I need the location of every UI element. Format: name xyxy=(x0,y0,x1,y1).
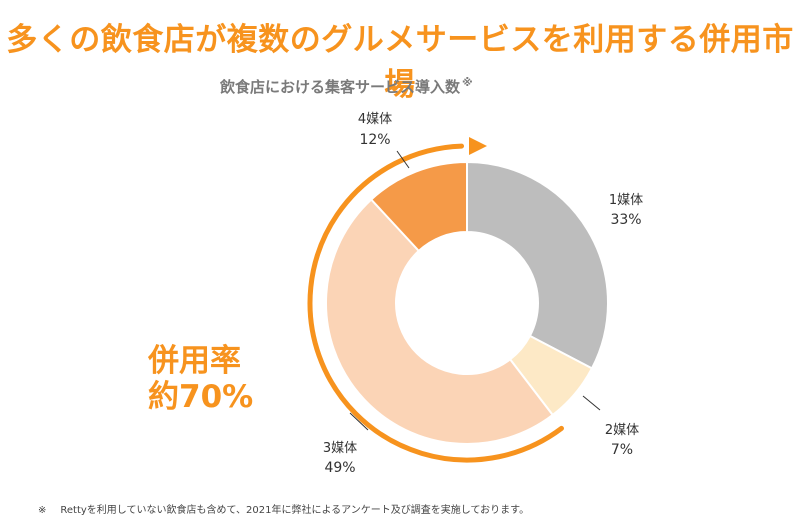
leader-line-2 xyxy=(582,395,601,411)
footnote-mark: ※ xyxy=(38,505,47,516)
leader-line-4 xyxy=(396,150,410,169)
slice-value-label-3: 49% xyxy=(324,460,355,476)
slice-value-label-1: 33% xyxy=(610,212,641,228)
slice-label-2: 2媒体 xyxy=(605,423,639,438)
usage-rate-value: 約70% xyxy=(148,379,254,415)
chart-title: 飲食店における集客サービス導入数 ※ xyxy=(220,76,473,97)
headline: 多くの飲食店が複数のグルメサービスを利用する併用市場 xyxy=(6,22,794,103)
footnote: ※ Rettyを利用していない飲食店も含めて、2021年に弊社によるアンケート及び… xyxy=(38,501,529,516)
slice-label-4: 4媒体 xyxy=(358,112,392,127)
chart-title-note-mark: ※ xyxy=(462,76,473,89)
usage-arc-arrowhead xyxy=(469,137,487,155)
donut-slice-1 xyxy=(466,160,609,370)
slice-label-3: 3媒体 xyxy=(323,441,357,456)
slice-value-label-2: 7% xyxy=(611,442,633,458)
chart-title-text: 飲食店における集客サービス導入数 xyxy=(220,78,461,96)
footnote-text: Rettyを利用していない飲食店も含めて、2021年に弊社によるアンケート及び調… xyxy=(60,505,530,516)
donut-slice-4 xyxy=(369,160,468,253)
slice-value-label-4: 12% xyxy=(359,132,390,148)
usage-arc xyxy=(307,143,564,463)
leader-line-3 xyxy=(349,412,369,431)
usage-rate-title: 併用率 xyxy=(148,343,241,379)
slice-label-1: 1媒体 xyxy=(609,193,643,208)
donut-slice-3 xyxy=(325,198,555,445)
usage-rate-callout: 併用率 約70% xyxy=(148,343,253,415)
